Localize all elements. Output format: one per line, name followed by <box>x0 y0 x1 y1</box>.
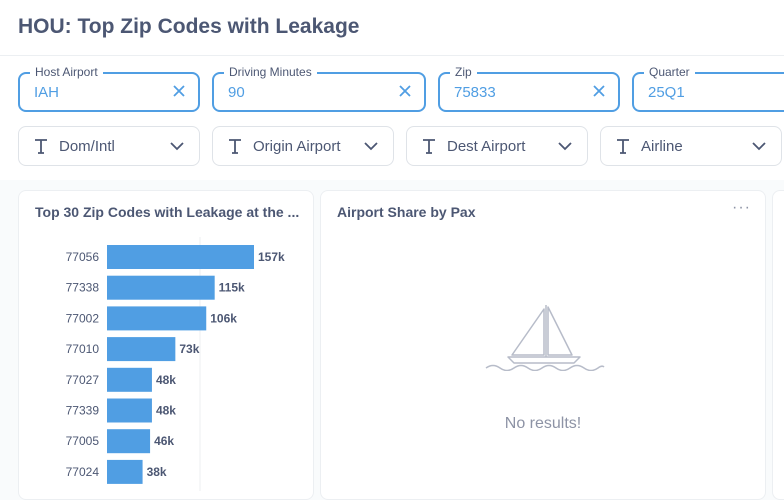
y-tick-label: 77002 <box>66 311 100 325</box>
data-label: 157k <box>258 250 285 264</box>
clear-icon[interactable] <box>396 82 414 100</box>
y-tick-label: 77056 <box>66 250 100 264</box>
text-type-icon <box>35 139 47 154</box>
y-tick-label: 77338 <box>66 281 100 295</box>
dom-intl-dropdown[interactable]: Dom/Intl <box>18 126 200 166</box>
chevron-down-icon <box>364 142 378 151</box>
bar <box>107 429 151 454</box>
y-tick-label: 77005 <box>66 434 100 448</box>
zip-value: 75833 <box>454 84 496 101</box>
driving-minutes-label: Driving Minutes <box>224 65 317 79</box>
data-label: 38k <box>147 465 167 479</box>
y-tick-label: 77010 <box>66 342 100 356</box>
dom-intl-label: Dom/Intl <box>59 138 115 155</box>
bar <box>107 367 152 392</box>
bar <box>107 337 176 362</box>
airport-share-title: Airport Share by Pax <box>337 204 476 220</box>
card-menu-icon[interactable]: ··· <box>732 199 751 216</box>
clear-icon[interactable] <box>590 82 608 100</box>
data-label: 73k <box>179 342 199 356</box>
bar <box>107 275 215 300</box>
leakage-chart-card: Top 30 Zip Codes with Leakage at the ...… <box>18 190 314 500</box>
dest-airport-dropdown[interactable]: Dest Airport <box>406 126 588 166</box>
airport-share-card: Airport Share by Pax ··· No results! <box>320 190 766 500</box>
host-airport-filter[interactable]: Host Airport IAH <box>18 65 200 112</box>
host-airport-label: Host Airport <box>30 65 103 79</box>
data-label: 48k <box>156 404 176 418</box>
y-tick-label: 77024 <box>66 465 100 479</box>
airline-label: Airline <box>641 138 683 155</box>
third-card <box>772 190 784 500</box>
driving-minutes-filter[interactable]: Driving Minutes 90 <box>212 65 426 112</box>
quarter-label: Quarter <box>644 65 695 79</box>
zip-label: Zip <box>450 65 477 79</box>
text-type-icon <box>229 139 241 154</box>
page-title: HOU: Top Zip Codes with Leakage <box>18 15 360 38</box>
data-label: 46k <box>154 434 174 448</box>
data-label: 106k <box>210 311 237 325</box>
quarter-value: 25Q1 <box>648 84 685 101</box>
airline-dropdown[interactable]: Airline <box>600 126 782 166</box>
chevron-down-icon <box>558 142 572 151</box>
dashboard-header: HOU: Top Zip Codes with Leakage <box>0 0 784 56</box>
data-label: 115k <box>219 281 245 295</box>
y-tick-label: 77339 <box>66 404 100 418</box>
origin-airport-dropdown[interactable]: Origin Airport <box>212 126 394 166</box>
chevron-down-icon <box>170 142 184 151</box>
sailboat-icon <box>485 305 605 371</box>
bar <box>107 245 254 269</box>
data-label: 48k <box>156 373 176 387</box>
clear-icon[interactable] <box>170 82 188 100</box>
host-airport-value: IAH <box>34 84 60 101</box>
dest-airport-label: Dest Airport <box>447 138 526 155</box>
leakage-chart-title: Top 30 Zip Codes with Leakage at the ... <box>35 204 300 220</box>
leakage-bar-chart: 77056 157k 77338 115k 77002 106k 77010 73k 77027… <box>66 237 285 491</box>
zip-filter[interactable]: Zip 75833 <box>438 65 620 112</box>
empty-state-message: No results! <box>504 415 582 432</box>
text-type-icon <box>423 139 435 154</box>
driving-minutes-value: 90 <box>228 84 245 101</box>
origin-airport-label: Origin Airport <box>253 138 341 155</box>
bar <box>107 398 152 423</box>
chevron-down-icon <box>752 142 766 151</box>
text-type-icon <box>617 139 629 154</box>
quarter-filter[interactable]: Quarter 25Q1 <box>632 65 784 112</box>
bar <box>107 306 207 331</box>
bar <box>107 459 143 484</box>
y-tick-label: 77027 <box>66 373 100 387</box>
